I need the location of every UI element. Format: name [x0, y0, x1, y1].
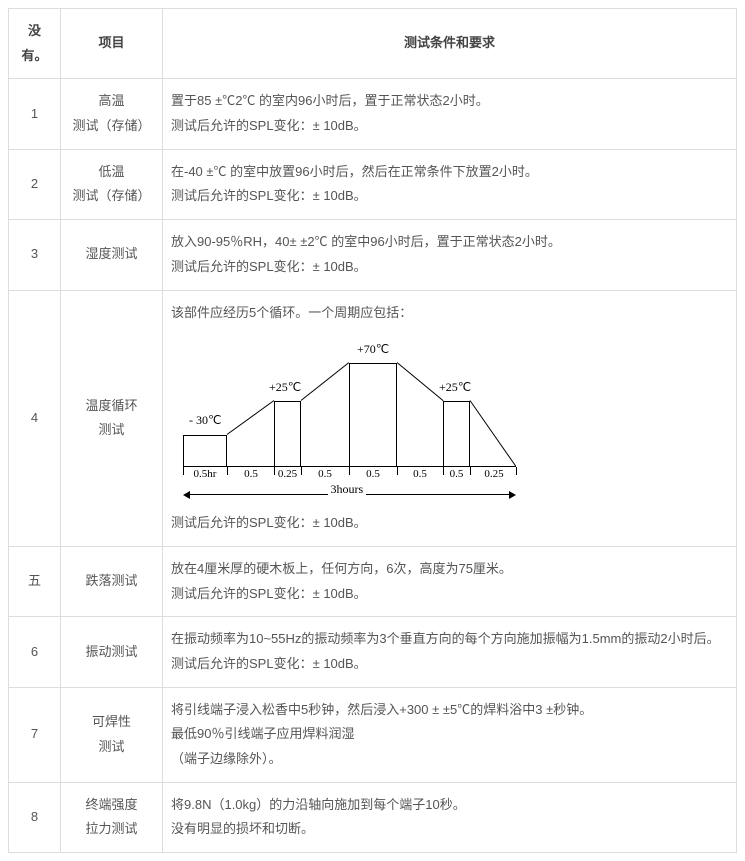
row-condition: 该部件应经历5个循环。一个周期应包括：- 30℃+25℃+70℃+25℃0.5h…: [163, 290, 737, 546]
row-number: 五: [9, 546, 61, 616]
row-item: 低温测试（存储）: [61, 149, 163, 219]
row-item: 高温测试（存储）: [61, 79, 163, 149]
row-item: 湿度测试: [61, 220, 163, 290]
header-cond: 测试条件和要求: [163, 9, 737, 79]
table-row: 6振动测试在振动频率为10~55Hz的振动频率为3个垂直方向的每个方向施加振幅为…: [9, 617, 737, 687]
row-item: 温度循环测试: [61, 290, 163, 546]
row-condition: 将9.8N（1.0kg）的力沿轴向施加到每个端子10秒。没有明显的损坏和切断。: [163, 782, 737, 852]
row-number: 8: [9, 782, 61, 852]
row-number: 4: [9, 290, 61, 546]
row-number: 3: [9, 220, 61, 290]
table-row: 4温度循环测试该部件应经历5个循环。一个周期应包括：- 30℃+25℃+70℃+…: [9, 290, 737, 546]
row-condition: 置于85 ±℃2℃ 的室内96小时后，置于正常状态2小时。测试后允许的SPL变化…: [163, 79, 737, 149]
row-condition: 在-40 ±℃ 的室中放置96小时后，然后在正常条件下放置2小时。测试后允许的S…: [163, 149, 737, 219]
row-number: 7: [9, 687, 61, 782]
row-number: 2: [9, 149, 61, 219]
header-item: 项目: [61, 9, 163, 79]
row-condition: 放在4厘米厚的硬木板上，任何方向，6次，高度为75厘米。测试后允许的SPL变化：…: [163, 546, 737, 616]
row-item: 可焊性测试: [61, 687, 163, 782]
row-item: 振动测试: [61, 617, 163, 687]
table-header-row: 没有。 项目 测试条件和要求: [9, 9, 737, 79]
temperature-cycle-diagram: - 30℃+25℃+70℃+25℃0.5hr0.50.250.50.50.50.…: [171, 331, 541, 501]
table-row: 2低温测试（存储）在-40 ±℃ 的室中放置96小时后，然后在正常条件下放置2小…: [9, 149, 737, 219]
row-condition: 放入90-95％RH，40± ±2℃ 的室中96小时后，置于正常状态2小时。测试…: [163, 220, 737, 290]
table-row: 3湿度测试放入90-95％RH，40± ±2℃ 的室中96小时后，置于正常状态2…: [9, 220, 737, 290]
row-item: 跌落测试: [61, 546, 163, 616]
header-no: 没有。: [9, 9, 61, 79]
row-number: 1: [9, 79, 61, 149]
test-conditions-table: 没有。 项目 测试条件和要求 1高温测试（存储）置于85 ±℃2℃ 的室内96小…: [8, 8, 737, 853]
row-condition: 在振动频率为10~55Hz的振动频率为3个垂直方向的每个方向施加振幅为1.5mm…: [163, 617, 737, 687]
table-row: 1高温测试（存储）置于85 ±℃2℃ 的室内96小时后，置于正常状态2小时。测试…: [9, 79, 737, 149]
row-condition: 将引线端子浸入松香中5秒钟，然后浸入+300 ± ±5℃的焊料浴中3 ±秒钟。最…: [163, 687, 737, 782]
table-row: 7可焊性测试将引线端子浸入松香中5秒钟，然后浸入+300 ± ±5℃的焊料浴中3…: [9, 687, 737, 782]
row-item: 终端强度拉力测试: [61, 782, 163, 852]
row-number: 6: [9, 617, 61, 687]
table-row: 8终端强度拉力测试将9.8N（1.0kg）的力沿轴向施加到每个端子10秒。没有明…: [9, 782, 737, 852]
table-row: 五跌落测试放在4厘米厚的硬木板上，任何方向，6次，高度为75厘米。测试后允许的S…: [9, 546, 737, 616]
